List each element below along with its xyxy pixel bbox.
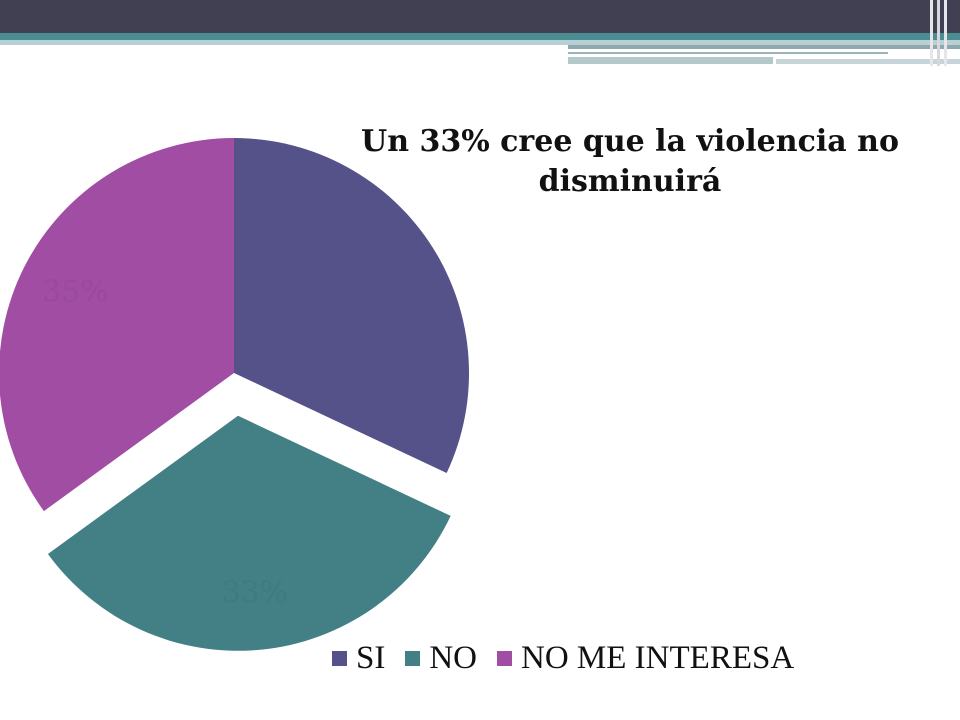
chart-legend: SI NO NO ME INTERESA — [332, 636, 794, 680]
data-label-no-me-interesa: 35% — [42, 275, 109, 310]
pie-slice-no — [47, 415, 451, 651]
pie-slice-no-me-interesa — [0, 138, 234, 512]
data-label-si: 32% — [351, 260, 418, 295]
legend-swatch-si — [332, 650, 347, 666]
pie-slice-si — [234, 138, 469, 474]
legend-item-no: NO — [405, 640, 477, 677]
legend-swatch-no-me-interesa — [497, 650, 513, 666]
legend-item-si: SI — [332, 640, 385, 677]
legend-item-no-me-interesa: NO ME INTERESA — [497, 640, 794, 677]
data-label-no: 33% — [221, 576, 288, 611]
legend-label-no-me-interesa: NO ME INTERESA — [521, 639, 795, 676]
legend-label-si: SI — [356, 639, 386, 676]
legend-swatch-no — [405, 650, 421, 666]
slide-header-band — [0, 0, 960, 66]
legend-label-no: NO — [429, 639, 478, 676]
chart-title: Un 33% cree que la violencia no disminui… — [361, 124, 899, 199]
